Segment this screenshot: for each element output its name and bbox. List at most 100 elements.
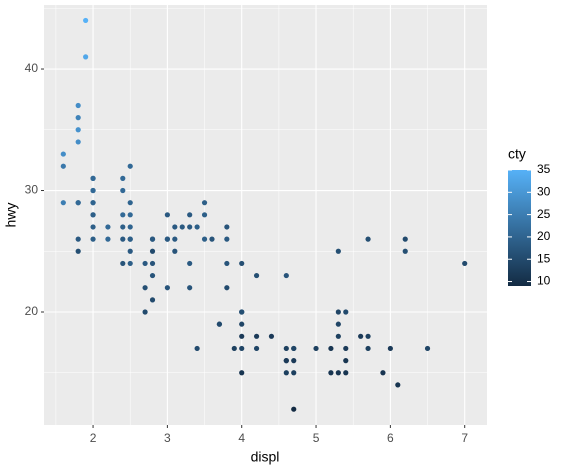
point	[380, 370, 386, 376]
point	[127, 236, 133, 242]
point	[179, 224, 185, 230]
point	[283, 272, 289, 279]
point	[149, 236, 156, 242]
point	[216, 321, 223, 327]
y-tick-label: 20	[25, 304, 39, 318]
point	[253, 345, 260, 352]
point	[164, 285, 170, 291]
colorbar-label: 10	[537, 274, 551, 288]
point	[90, 212, 96, 218]
point	[328, 370, 334, 376]
point	[90, 187, 96, 194]
point	[291, 406, 297, 412]
point	[335, 321, 341, 327]
point	[164, 236, 170, 242]
panel	[44, 5, 487, 425]
point	[224, 224, 230, 230]
point	[462, 260, 468, 267]
y-tick-label: 30	[25, 183, 39, 197]
point	[194, 224, 200, 230]
colorbar-label: 30	[537, 184, 551, 198]
point	[172, 236, 178, 242]
point	[201, 236, 208, 242]
point	[253, 333, 260, 339]
point	[194, 345, 200, 352]
point	[268, 333, 275, 339]
point	[402, 236, 408, 242]
point	[75, 248, 81, 254]
point	[239, 260, 245, 267]
point	[75, 139, 81, 145]
point	[365, 345, 371, 352]
point	[120, 236, 126, 242]
point	[127, 260, 133, 267]
point	[187, 212, 193, 218]
colorbar-label: 25	[537, 207, 551, 221]
point	[253, 272, 260, 279]
point	[127, 163, 133, 169]
point	[239, 321, 245, 327]
point	[335, 248, 341, 254]
point	[395, 382, 401, 388]
point	[209, 236, 215, 242]
point	[239, 345, 245, 352]
point	[60, 151, 66, 157]
point	[90, 175, 96, 181]
point	[365, 333, 371, 339]
point	[120, 175, 126, 181]
point	[90, 236, 96, 242]
point	[142, 260, 148, 267]
colorbar-label: 15	[537, 251, 551, 265]
colorbar-label: 20	[537, 229, 551, 243]
x-tick-label: 6	[387, 431, 394, 445]
point	[335, 333, 341, 339]
point	[75, 102, 81, 109]
point	[172, 248, 178, 254]
point	[83, 54, 89, 60]
point	[75, 200, 81, 206]
point	[343, 358, 349, 364]
point	[239, 309, 245, 315]
point	[127, 212, 133, 218]
point	[149, 260, 156, 267]
point	[283, 358, 289, 364]
point	[187, 285, 193, 291]
point	[387, 345, 393, 352]
x-tick-label: 4	[238, 431, 245, 445]
point	[239, 333, 245, 339]
point	[127, 248, 133, 254]
point	[60, 163, 66, 169]
point	[142, 309, 148, 315]
point	[343, 309, 349, 315]
point	[239, 370, 245, 376]
point	[120, 224, 126, 230]
x-tick-label: 7	[461, 431, 468, 445]
point	[291, 370, 297, 376]
point	[90, 224, 96, 230]
point	[60, 200, 66, 206]
point	[224, 260, 230, 267]
point	[291, 358, 297, 364]
point	[343, 345, 349, 352]
point	[75, 115, 81, 121]
point	[283, 345, 289, 352]
point	[328, 345, 334, 352]
point	[75, 127, 81, 133]
point	[313, 345, 319, 352]
point	[164, 212, 170, 218]
x-axis-title: displ	[251, 449, 280, 465]
point	[231, 345, 237, 352]
point	[120, 187, 126, 194]
point	[283, 370, 289, 376]
point	[201, 212, 208, 218]
point	[149, 272, 156, 279]
point	[424, 345, 431, 352]
point	[149, 297, 156, 303]
point	[187, 260, 193, 267]
point	[365, 236, 371, 242]
point	[149, 248, 156, 254]
point	[224, 285, 230, 291]
point	[83, 17, 89, 24]
x-tick-label: 5	[313, 431, 320, 445]
point	[120, 260, 126, 267]
